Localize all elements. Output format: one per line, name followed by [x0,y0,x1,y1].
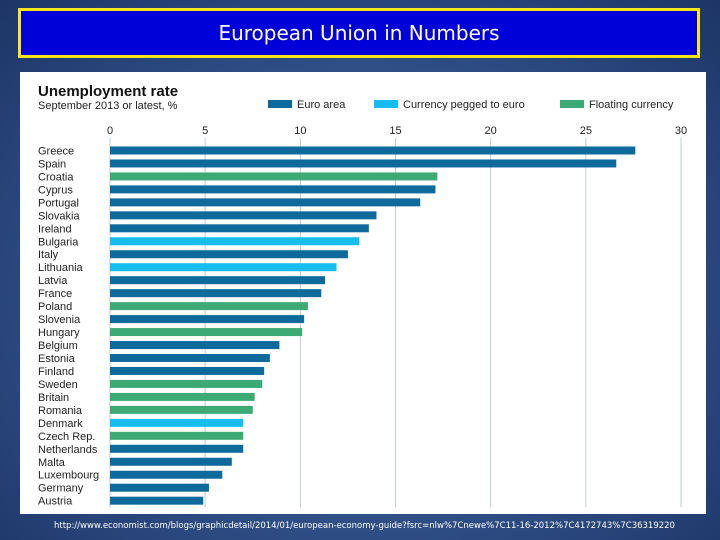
bar-croatia [110,172,438,181]
category-label-hungary: Hungary [38,327,80,339]
category-label-sweden: Sweden [38,379,78,391]
bar-italy [110,250,348,259]
category-labels: GreeceSpainCroatiaCyprusPortugalSlovakia… [38,145,99,507]
legend-swatch-euro-area [268,100,292,108]
category-label-austria: Austria [38,496,73,508]
bar-britain [110,392,255,401]
bar-cyprus [110,185,436,194]
bar-slovakia [110,211,377,220]
category-label-lithuania: Lithuania [38,262,84,274]
category-label-spain: Spain [38,158,66,170]
category-label-cyprus: Cyprus [38,184,73,196]
x-tick-25: 25 [580,125,592,137]
legend-label-euro-area: Euro area [297,99,346,111]
bar-malta [110,457,232,466]
slide-title: European Union in Numbers [18,8,700,58]
legend-swatch-currency-pegged-to-euro [374,100,398,108]
x-tick-10: 10 [294,125,306,137]
bar-france [110,289,322,298]
chart-bars [110,146,636,505]
category-label-germany: Germany [38,483,84,495]
x-tick-20: 20 [485,125,497,137]
bar-denmark [110,418,244,427]
category-label-ireland: Ireland [38,223,72,235]
category-label-italy: Italy [38,249,59,261]
category-label-finland: Finland [38,366,74,378]
chart-legend: Euro area Currency pegged to euro Floating… [268,99,674,111]
category-label-estonia: Estonia [38,353,76,365]
bar-austria [110,496,204,505]
category-label-netherlands: Netherlands [38,444,98,456]
x-axis-ticks: 0 5 10 15 20 25 30 [107,125,687,137]
bar-greece [110,146,636,155]
source-link[interactable]: http://www.economist.com/blogs/graphicde… [54,521,675,531]
bar-portugal [110,198,421,207]
legend-label-currency-pegged-to-euro: Currency pegged to euro [403,99,525,111]
bar-germany [110,483,209,492]
category-label-france: France [38,288,72,300]
category-label-luxembourg: Luxembourg [38,470,99,482]
category-label-poland: Poland [38,301,72,313]
bar-romania [110,405,253,414]
category-label-denmark: Denmark [38,418,83,430]
category-label-croatia: Croatia [38,171,74,183]
category-label-malta: Malta [38,457,66,469]
bar-spain [110,159,617,168]
x-tick-15: 15 [389,125,401,137]
chart-panel: Unemployment rate September 2013 or late… [20,72,706,514]
x-tick-5: 5 [202,125,208,137]
bar-poland [110,302,308,311]
bar-luxembourg [110,470,223,479]
bar-latvia [110,276,326,285]
category-label-bulgaria: Bulgaria [38,236,79,248]
bar-ireland [110,224,369,233]
x-tick-0: 0 [107,125,113,137]
chart-subtitle: September 2013 or latest, % [38,100,178,112]
category-label-britain: Britain [38,392,69,404]
bar-hungary [110,328,303,337]
bar-belgium [110,341,280,350]
bar-slovenia [110,315,305,324]
bar-czech-rep [110,431,244,440]
legend-label-floating-currency: Floating currency [589,99,674,111]
category-label-belgium: Belgium [38,340,78,352]
bar-finland [110,366,265,375]
bar-sweden [110,379,263,388]
category-label-slovakia: Slovakia [38,210,80,222]
category-label-czech-rep: Czech Rep. [38,431,95,443]
x-tick-30: 30 [675,125,687,137]
unemployment-bar-chart: Unemployment rate September 2013 or late… [38,83,687,508]
category-label-portugal: Portugal [38,197,79,209]
legend-swatch-floating-currency [560,100,584,108]
category-label-latvia: Latvia [38,275,68,287]
category-label-romania: Romania [38,405,83,417]
bar-lithuania [110,263,337,272]
category-label-greece: Greece [38,145,74,157]
chart-title: Unemployment rate [38,83,178,100]
bar-bulgaria [110,237,360,246]
bar-netherlands [110,444,244,453]
category-label-slovenia: Slovenia [38,314,81,326]
bar-estonia [110,354,270,363]
